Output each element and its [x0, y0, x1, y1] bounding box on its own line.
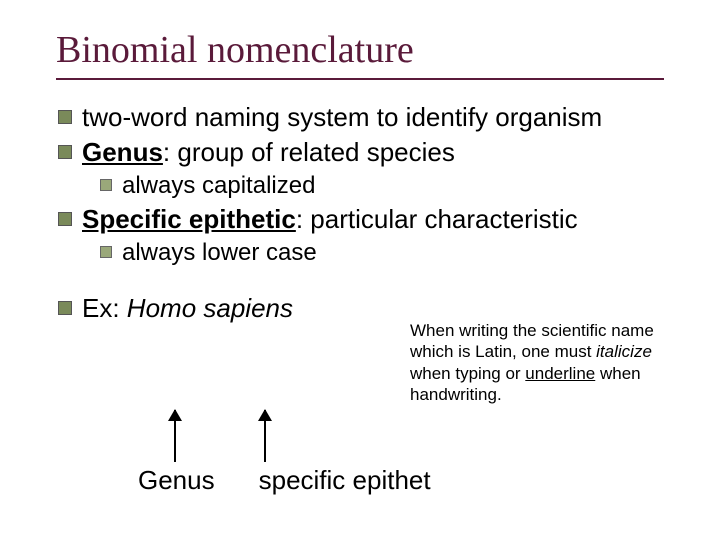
- bullet-icon: [58, 110, 72, 124]
- genus-rest: : group of related species: [163, 137, 455, 167]
- note-line3a: when typing or: [410, 364, 525, 383]
- slide-title: Binomial nomenclature: [0, 0, 720, 78]
- arrow-epithet: [264, 410, 266, 462]
- note-line4: handwriting.: [410, 385, 502, 404]
- arrow-labels: Genus specific epithet: [138, 465, 431, 496]
- example-prefix: Ex:: [82, 293, 127, 323]
- note-line1: When writing the scientific name: [410, 321, 654, 340]
- bullet-4-text: Ex: Homo sapiens: [82, 293, 293, 324]
- bullet-2-text: Genus: group of related species: [82, 137, 455, 168]
- bullet-icon: [58, 145, 72, 159]
- sub-bullet-icon: [100, 246, 112, 258]
- bullet-2a: always capitalized: [100, 172, 720, 200]
- genus-term: Genus: [82, 137, 163, 167]
- arrow-genus: [174, 410, 176, 462]
- example-genus: Homo: [127, 293, 196, 323]
- bullet-3a-text: always lower case: [122, 239, 317, 267]
- label-genus: Genus: [138, 465, 215, 496]
- sub-bullet-icon: [100, 179, 112, 191]
- bullet-3a: always lower case: [100, 239, 720, 267]
- bullet-3-text: Specific epithetic: particular character…: [82, 204, 578, 235]
- note-italicize: italicize: [596, 342, 652, 361]
- side-note: When writing the scientific name which i…: [410, 320, 680, 405]
- bullet-icon: [58, 301, 72, 315]
- bullet-1: two-word naming system to identify organ…: [58, 102, 720, 133]
- note-line2a: which is Latin, one must: [410, 342, 596, 361]
- epithet-term: Specific epithetic: [82, 204, 296, 234]
- bullet-2a-text: always capitalized: [122, 172, 315, 200]
- title-underline: [56, 78, 664, 80]
- note-underline: underline: [525, 364, 595, 383]
- epithet-rest: : particular characteristic: [296, 204, 578, 234]
- bullet-2: Genus: group of related species: [58, 137, 720, 168]
- note-line3c: when: [595, 364, 640, 383]
- bullet-icon: [58, 212, 72, 226]
- bullet-3: Specific epithetic: particular character…: [58, 204, 720, 235]
- label-epithet: specific epithet: [259, 465, 431, 496]
- bullet-1-text: two-word naming system to identify organ…: [82, 102, 602, 133]
- example-species: sapiens: [196, 293, 293, 323]
